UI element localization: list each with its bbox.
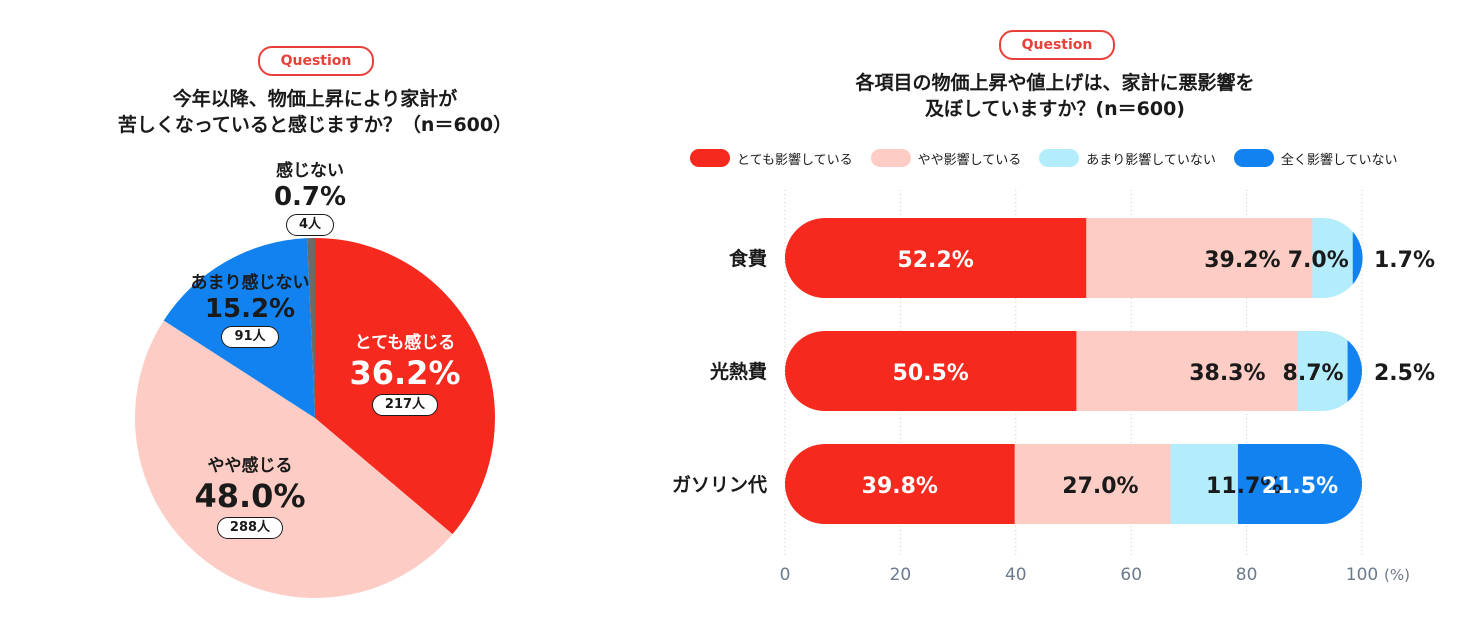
- x-tick-label: 100: [1346, 565, 1378, 585]
- pie-label-count: 91人: [221, 326, 279, 348]
- bar-row: [785, 218, 1363, 298]
- legend-label: とても影響している: [737, 152, 853, 168]
- left-title-line2: 苦しくなっていると感じますか？（n＝600）: [117, 114, 513, 136]
- bar-segment: [1352, 218, 1363, 298]
- pie-label-amari: あまり感じない 15.2% 91人: [150, 272, 350, 348]
- bar-segment: [785, 218, 1087, 298]
- pie-label-pct: 48.0%: [194, 477, 306, 515]
- pie-slice: [134, 320, 453, 599]
- x-tick-label: 40: [1005, 565, 1027, 585]
- bar-segment: [785, 331, 1077, 411]
- right-title-line2: 及ぼしていますか？(n＝600): [925, 98, 1185, 120]
- x-unit-label: (%): [1384, 566, 1410, 584]
- category-label: ガソリン代: [672, 474, 767, 496]
- bar-segment: [1312, 218, 1354, 298]
- pie-label-count: 217人: [371, 394, 439, 416]
- legend-label: あまり影響していない: [1086, 152, 1216, 168]
- bar-value-label: 8.7%: [1283, 361, 1344, 386]
- bar-value-label: 21.5%: [1262, 474, 1338, 499]
- bar-segment: [1170, 444, 1239, 524]
- bar-segment: [1076, 331, 1298, 411]
- question-badge-left: Question: [258, 46, 374, 76]
- bar-value-label: 39.2%: [1204, 248, 1280, 273]
- bar-segment: [1347, 331, 1362, 411]
- pie-label-count: 4人: [285, 214, 335, 236]
- right-title-line1: 各項目の物価上昇や値上げは、家計に悪影響を: [855, 72, 1255, 94]
- legend-label: やや影響している: [917, 152, 1022, 168]
- x-tick-label: 60: [1120, 565, 1142, 585]
- bar-segment: [1014, 444, 1171, 524]
- legend-item: あまり影響していない: [1039, 148, 1216, 168]
- bar-value-label: 39.8%: [862, 474, 938, 499]
- pie-label-pct: 36.2%: [349, 354, 461, 392]
- legend-swatch: [1039, 149, 1080, 167]
- bar-row: [785, 444, 1362, 524]
- bar-value-label: 2.5%: [1374, 361, 1435, 386]
- bar-value-label: 27.0%: [1062, 474, 1138, 499]
- bar-value-label: 1.7%: [1374, 248, 1435, 273]
- left-title-line1: 今年以降、物価上昇により家計が: [172, 88, 458, 110]
- bar-value-label: 7.0%: [1288, 248, 1349, 273]
- pie-label-yaya: やや感じる 48.0% 288人: [170, 455, 330, 539]
- left-question-title: 今年以降、物価上昇により家計が 苦しくなっていると感じますか？（n＝600）: [60, 86, 570, 138]
- legend-swatch: [1233, 149, 1274, 167]
- legend-swatch: [870, 149, 911, 167]
- bar-row: [785, 331, 1362, 411]
- pie-label-name: 感じない: [276, 161, 344, 181]
- bar-segment: [785, 444, 1016, 524]
- legend: とても影響している やや影響している あまり影響していない 全く影響していない: [690, 148, 1415, 168]
- x-tick-label: 20: [890, 565, 912, 585]
- bar-segment: [1237, 444, 1362, 524]
- category-label: 光熱費: [709, 360, 767, 383]
- bar-segment: [1086, 218, 1313, 298]
- pie-label-name: やや感じる: [207, 456, 293, 476]
- bar-segment: [1297, 331, 1349, 411]
- pie-chart: [134, 238, 495, 599]
- legend-label: 全く影響していない: [1280, 152, 1398, 168]
- category-label: 食費: [729, 247, 767, 270]
- x-tick-label: 0: [780, 565, 791, 585]
- pie-label-kanjinai: 感じない 0.7% 4人: [240, 160, 380, 236]
- pie-label-totemo: とても感じる 36.2% 217人: [330, 332, 480, 416]
- bar-value-label: 11.7%: [1206, 474, 1282, 499]
- right-question-title: 各項目の物価上昇や値上げは、家計に悪影響を 及ぼしていますか？(n＝600): [790, 70, 1320, 122]
- x-tick-label: 80: [1236, 565, 1258, 585]
- pie-slice: [307, 238, 315, 418]
- bar-value-label: 50.5%: [893, 361, 969, 386]
- legend-swatch: [690, 149, 730, 167]
- legend-item: とても影響している: [690, 148, 853, 168]
- question-badge-right: Question: [999, 30, 1115, 60]
- pie-label-name: とても感じる: [354, 333, 456, 353]
- pie-label-pct: 15.2%: [204, 294, 296, 324]
- pie-label-pct: 0.7%: [273, 182, 347, 212]
- pie-label-name: あまり感じない: [190, 273, 310, 293]
- pie-label-count: 288人: [216, 517, 284, 539]
- bar-value-label: 52.2%: [897, 248, 973, 273]
- pie-slice: [315, 238, 495, 535]
- legend-item: やや影響している: [870, 148, 1022, 168]
- stacked-bar-chart: 0 20 40 60 80 100 (%) 食費 52.2% 39.2% 7.0% 1.7% 光熱費 50…: [672, 190, 1435, 585]
- bar-value-label: 38.3%: [1189, 361, 1265, 386]
- legend-item: 全く影響していない: [1233, 148, 1398, 168]
